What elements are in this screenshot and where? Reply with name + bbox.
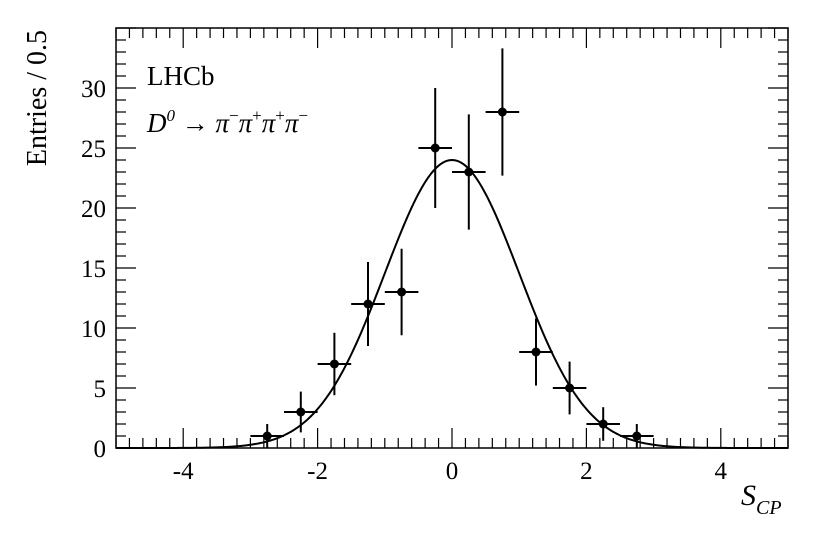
data-point xyxy=(485,48,520,176)
data-point xyxy=(351,262,385,346)
decay-pion-3: π xyxy=(262,108,277,138)
experiment-label: LHCb xyxy=(147,61,215,91)
data-points xyxy=(250,48,654,448)
y-tick-label: 30 xyxy=(81,76,106,103)
data-marker xyxy=(632,431,642,441)
decay-arrow: → xyxy=(175,108,216,138)
decay-pion-4: π xyxy=(285,108,300,138)
data-marker xyxy=(531,347,541,357)
data-point xyxy=(317,332,352,396)
decay-pion-2-sup: + xyxy=(252,106,262,125)
x-tick-label: 2 xyxy=(580,458,593,485)
data-point xyxy=(418,88,452,208)
x-tick-label: 0 xyxy=(446,458,459,485)
data-marker xyxy=(430,143,440,153)
data-point xyxy=(250,424,284,448)
data-marker xyxy=(464,167,474,177)
axis-ticks xyxy=(115,27,789,449)
y-tick-label: 5 xyxy=(94,376,107,403)
decay-label: D0 → π−π+π+π− xyxy=(146,106,308,138)
decay-pion-2: π xyxy=(239,108,254,138)
y-axis-label: Entries / 0.5 xyxy=(22,30,53,166)
data-marker xyxy=(565,383,575,393)
decay-pion-4-sup: − xyxy=(298,106,308,125)
fit-curve xyxy=(116,158,788,449)
y-tick-labels: 0 5 10 15 20 25 30 xyxy=(81,76,106,463)
data-marker xyxy=(598,419,608,429)
plot-frame xyxy=(115,27,789,449)
decay-pion-1: π xyxy=(216,108,231,138)
data-point xyxy=(552,361,587,415)
y-tick-label: 25 xyxy=(81,136,106,163)
data-marker xyxy=(497,107,507,117)
x-axis-label-main: S xyxy=(741,479,756,512)
x-tick-label: 4 xyxy=(715,458,728,485)
x-tick-label: -4 xyxy=(173,458,194,485)
x-axis-label: SCP xyxy=(741,479,782,519)
y-tick-label: 10 xyxy=(81,316,106,343)
data-point xyxy=(452,114,486,230)
data-marker xyxy=(262,431,272,441)
y-tick-label: 20 xyxy=(81,196,106,223)
data-marker xyxy=(363,299,373,309)
data-marker xyxy=(397,287,407,297)
x-tick-label: -2 xyxy=(307,458,328,485)
data-marker xyxy=(296,407,306,417)
x-axis-label-sub: CP xyxy=(756,497,782,519)
y-tick-label: 15 xyxy=(81,256,106,283)
data-point xyxy=(620,424,654,448)
data-point xyxy=(586,407,620,441)
data-point xyxy=(284,391,318,433)
decay-base-sup: 0 xyxy=(167,106,176,125)
x-tick-labels: -4 -2 0 2 4 xyxy=(173,458,728,485)
data-marker xyxy=(329,359,339,369)
decay-pion-3-sup: + xyxy=(275,106,285,125)
data-point xyxy=(384,248,419,336)
decay-pion-1-sup: − xyxy=(229,106,239,125)
decay-base: D xyxy=(146,108,167,138)
data-point xyxy=(519,318,553,386)
y-tick-label: 0 xyxy=(94,436,107,463)
